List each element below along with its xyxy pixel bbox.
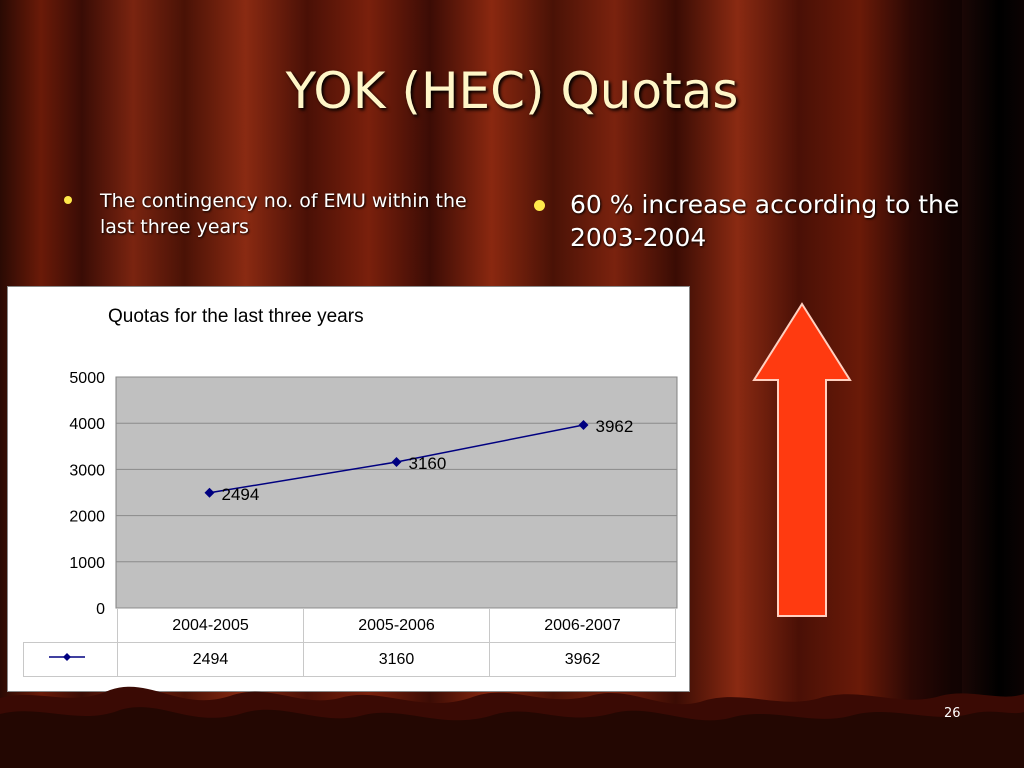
y-tick-label: 2000 bbox=[69, 509, 105, 526]
table-cell: 3962 bbox=[489, 642, 676, 677]
curtain-right-shadow bbox=[962, 0, 1024, 768]
up-arrow-icon bbox=[752, 302, 852, 617]
data-label: 3962 bbox=[596, 417, 634, 436]
data-label: 2494 bbox=[222, 485, 260, 504]
chart-container: Quotas for the last three years 0 1000 200… bbox=[7, 286, 690, 692]
plot-area bbox=[115, 376, 678, 609]
table-corner bbox=[23, 608, 118, 643]
table-header-row: 2004-2005 2005-2006 2006-2007 bbox=[23, 608, 676, 643]
y-tick-label: 1000 bbox=[69, 555, 105, 572]
y-tick-label: 3000 bbox=[69, 462, 105, 479]
data-point-marker bbox=[578, 419, 589, 430]
page-number: 26 bbox=[944, 706, 961, 721]
bullet-increase: 60 % increase according to the 2003-2004 bbox=[534, 188, 994, 254]
bullet-dot-icon bbox=[534, 200, 545, 211]
legend-key bbox=[23, 642, 118, 677]
bullet-text: 60 % increase according to the 2003-2004 bbox=[570, 190, 960, 252]
bullet-text: The contingency no. of EMU within the la… bbox=[100, 190, 467, 238]
y-tick-label: 5000 bbox=[69, 370, 105, 387]
table-row: 2494 3160 3962 bbox=[23, 642, 676, 677]
y-tick-label: 4000 bbox=[69, 416, 105, 433]
data-point-marker bbox=[204, 487, 215, 498]
slide-title: YOK (HEC) Quotas bbox=[285, 62, 739, 120]
legend-marker-icon bbox=[48, 653, 85, 661]
table-header-cell: 2006-2007 bbox=[489, 608, 676, 643]
chart-title: Quotas for the last three years bbox=[108, 306, 364, 327]
data-point-marker bbox=[391, 457, 402, 468]
data-label: 3160 bbox=[409, 454, 447, 473]
table-header-cell: 2005-2006 bbox=[303, 608, 490, 643]
bullet-contingency: The contingency no. of EMU within the la… bbox=[64, 188, 504, 240]
table-cell: 2494 bbox=[117, 642, 304, 677]
data-table: 2004-2005 2005-2006 2006-2007 2494 3160 … bbox=[23, 608, 676, 677]
table-cell: 3160 bbox=[303, 642, 490, 677]
bullet-dot-icon bbox=[64, 196, 72, 204]
curtain-fringe bbox=[0, 686, 1024, 768]
table-header-cell: 2004-2005 bbox=[117, 608, 304, 643]
